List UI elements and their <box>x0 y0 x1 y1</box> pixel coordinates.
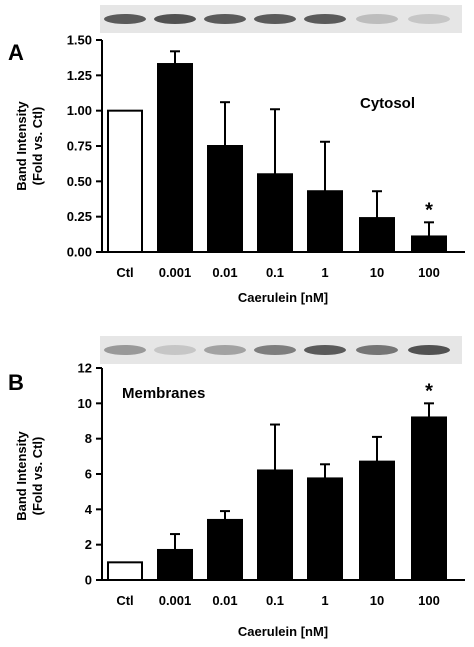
panel-name-membranes: Membranes <box>122 385 205 402</box>
y-tick-label: 0.25 <box>67 209 92 224</box>
y-tick-label: 6 <box>85 467 92 482</box>
blot-band <box>154 345 196 355</box>
blot-band <box>356 14 398 24</box>
significance-marker: * <box>425 199 433 221</box>
bar-1 <box>307 190 343 254</box>
blot-band <box>254 345 296 355</box>
bar-0.01 <box>207 145 243 253</box>
panel-name-cytosol: Cytosol <box>360 95 415 112</box>
blot-band <box>204 345 246 355</box>
significance-marker: * <box>425 380 433 402</box>
panel-a-cytosol: A Cytosol 0.00 0.25 0.50 0.75 1.00 1.25 1.50 C… <box>8 5 465 305</box>
blot-band <box>154 14 196 24</box>
blot-band <box>408 345 450 355</box>
blot-band <box>104 345 146 355</box>
bar-0.1 <box>257 469 293 582</box>
y-tick-label: 2 <box>85 537 92 552</box>
y-axis-title-b: Band Intensity (Fold vs. Ctl) <box>14 430 45 520</box>
y-tick-label: 12 <box>78 361 92 376</box>
blot-band <box>104 14 146 24</box>
y-tick-label: 8 <box>85 431 92 446</box>
x-tick-label: 0.1 <box>266 593 284 608</box>
blot-band <box>254 14 296 24</box>
blot-band <box>408 14 450 24</box>
y-tick-label: 0 <box>85 573 92 588</box>
bars-a <box>107 63 447 254</box>
y-tick-label: 10 <box>78 396 92 411</box>
y-axis-title-a: Band Intensity (Fold vs. Ctl) <box>14 100 45 190</box>
x-tick-label: 10 <box>370 593 384 608</box>
y-tick-label: 1.25 <box>67 68 92 83</box>
x-tick-label: Ctl <box>116 265 133 280</box>
blot-band <box>304 345 346 355</box>
y-tick-label: 0.75 <box>67 139 92 154</box>
y-tick-label: 4 <box>85 502 93 517</box>
y-tick-label: 1.00 <box>67 103 92 118</box>
x-tick-label: 0.001 <box>159 593 192 608</box>
bar-10 <box>359 217 395 253</box>
y-tick-label: 1.50 <box>67 33 92 48</box>
error-bars-a <box>170 50 434 237</box>
x-tick-labels-b: Ctl 0.001 0.01 0.1 1 10 100 <box>116 593 440 608</box>
x-tick-label: 1 <box>321 593 328 608</box>
y-tick-label: 0.50 <box>67 174 92 189</box>
bar-0.01 <box>207 518 243 582</box>
bar-1 <box>307 477 343 581</box>
bar-100 <box>411 235 447 254</box>
y-tick-label: 0.00 <box>67 245 92 260</box>
x-tick-label: 1 <box>321 265 328 280</box>
bar-10 <box>359 460 395 581</box>
x-tick-labels-a: Ctl 0.001 0.01 0.1 1 10 100 <box>116 265 440 280</box>
y-axis-title-a-line1: Band Intensity <box>14 100 29 190</box>
y-ticks-b: 0 2 4 6 8 10 12 <box>78 361 102 588</box>
y-ticks-a: 0.00 0.25 0.50 0.75 1.00 1.25 1.50 <box>67 33 102 260</box>
blot-bands-cytosol <box>104 14 450 24</box>
panel-b-membranes: B Membranes 0 2 4 6 8 10 12 Ctl 0.001 0.01 0.1 1 10… <box>8 336 465 639</box>
x-tick-label: Ctl <box>116 593 133 608</box>
y-axis-title-a-line2: (Fold vs. Ctl) <box>30 107 45 186</box>
blot-bands-membranes <box>104 345 450 355</box>
bar-0.001 <box>157 63 193 253</box>
x-axis-title-a: Caerulein [nM] <box>238 290 328 305</box>
blot-band <box>204 14 246 24</box>
x-tick-label: 0.01 <box>212 265 237 280</box>
x-tick-label: 0.001 <box>159 265 192 280</box>
bar-0.1 <box>257 173 293 253</box>
y-axis-title-b-line1: Band Intensity <box>14 430 29 520</box>
bar-Ctl <box>107 109 143 253</box>
x-tick-label: 10 <box>370 265 384 280</box>
error-bars-b <box>170 402 434 550</box>
bar-0.001 <box>157 548 193 582</box>
bars-b <box>107 416 447 582</box>
y-axis-title-b-line2: (Fold vs. Ctl) <box>30 437 45 516</box>
x-tick-label: 0.01 <box>212 593 237 608</box>
panel-letter-b: B <box>8 370 24 395</box>
x-tick-label: 100 <box>418 265 440 280</box>
x-tick-label: 100 <box>418 593 440 608</box>
blot-band <box>304 14 346 24</box>
significance-a: * <box>425 199 433 221</box>
panel-letter-a: A <box>8 40 24 65</box>
x-axis-title-b: Caerulein [nM] <box>238 624 328 639</box>
x-tick-label: 0.1 <box>266 265 284 280</box>
blot-band <box>356 345 398 355</box>
bar-100 <box>411 416 447 582</box>
significance-b: * <box>425 380 433 402</box>
bar-Ctl <box>107 561 143 581</box>
